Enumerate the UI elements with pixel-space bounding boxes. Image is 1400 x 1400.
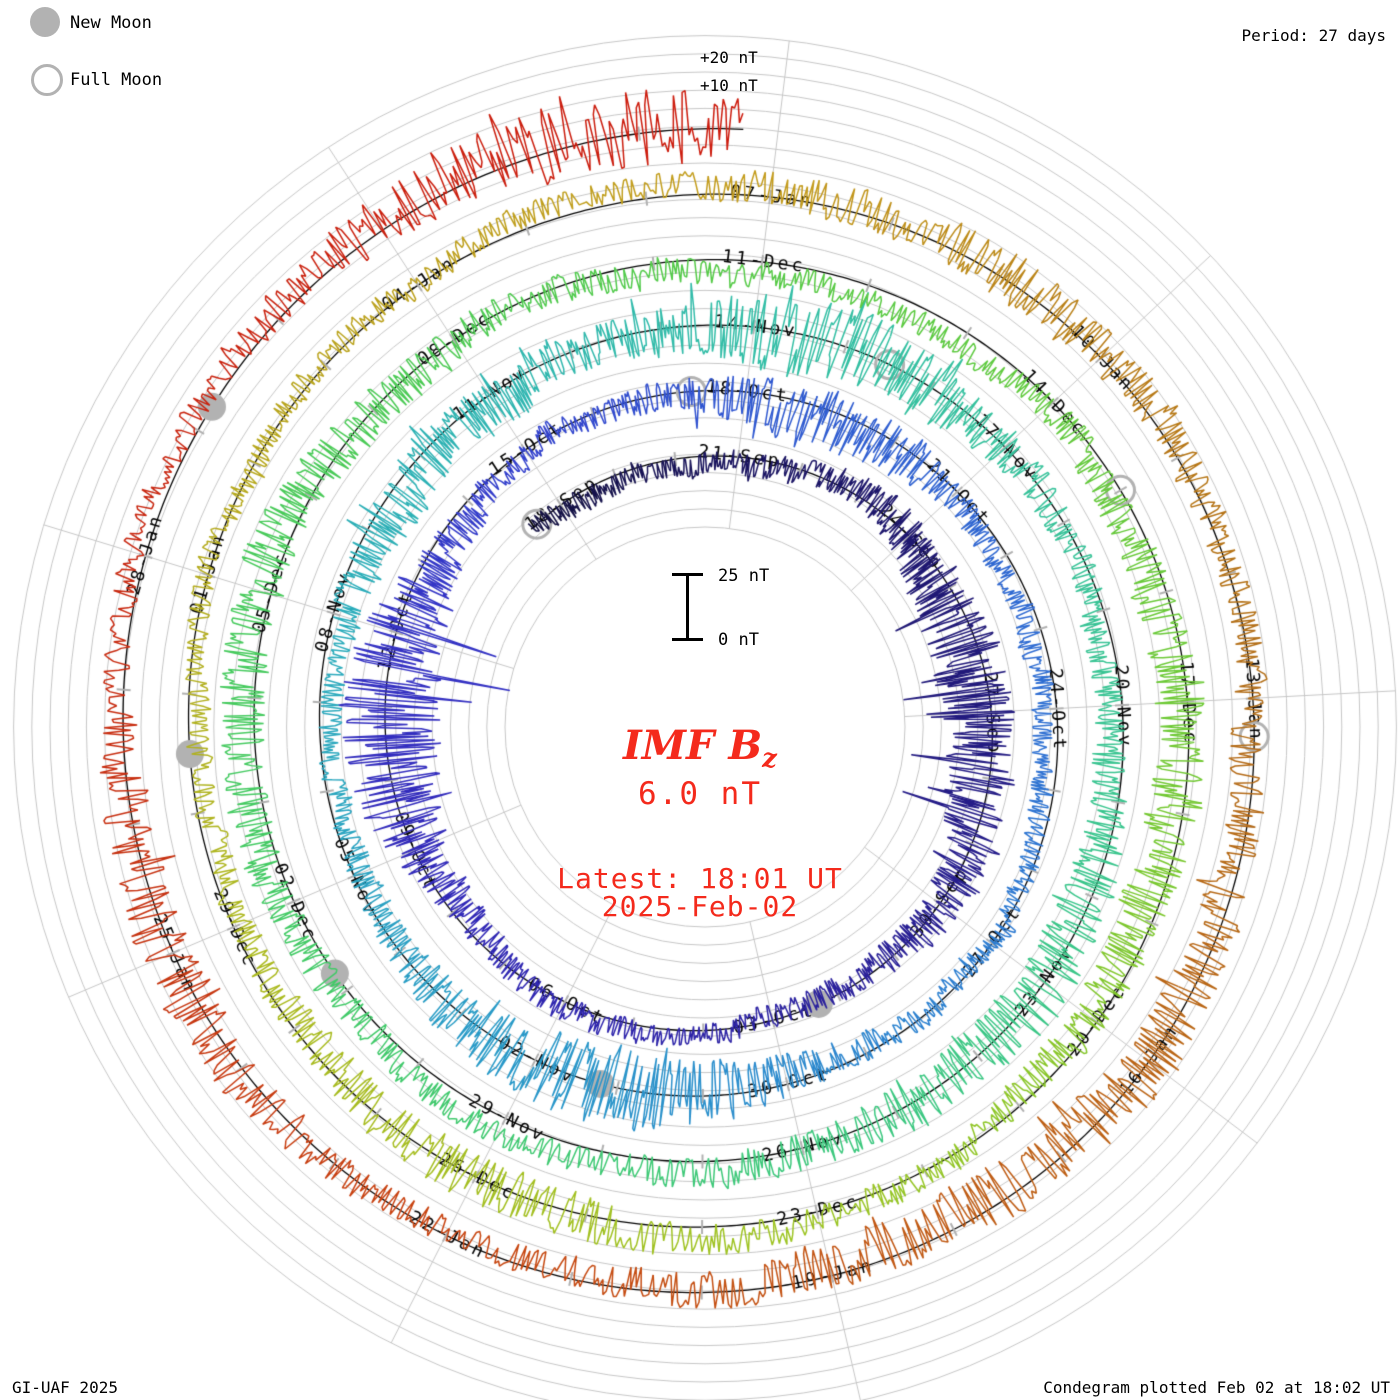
scale-bar-top-tick <box>672 573 703 576</box>
chart-title-subscript: z <box>762 744 777 774</box>
new-moon-label: New Moon <box>70 13 152 33</box>
full-moon-label: Full Moon <box>70 70 163 90</box>
scale-bar-line <box>686 574 689 640</box>
radial-scale-plus20-label: +20 nT <box>700 48 758 67</box>
scale-bar-bottom-tick <box>672 638 703 641</box>
new-moon-icon <box>30 7 60 37</box>
scale-bar-bottom-label: 0 nT <box>718 630 759 650</box>
chart-title: IMF Bz <box>400 722 1000 774</box>
chart-title-main: IMF B <box>623 722 763 769</box>
scale-bar-top-label: 25 nT <box>718 566 770 586</box>
latest-value-label: 6.0 nT <box>638 776 762 812</box>
latest-time-label: Latest: 18:01 UT <box>557 862 843 895</box>
full-moon-icon <box>31 64 63 96</box>
credit-label: GI-UAF 2025 <box>12 1378 118 1397</box>
latest-date-label: 2025-Feb-02 <box>601 890 799 923</box>
radial-scale-plus10-label: +10 nT <box>700 76 758 95</box>
period-label: Period: 27 days <box>1241 26 1387 45</box>
plot-timestamp-label: Condegram plotted Feb 02 at 18:02 UT <box>1043 1378 1390 1397</box>
